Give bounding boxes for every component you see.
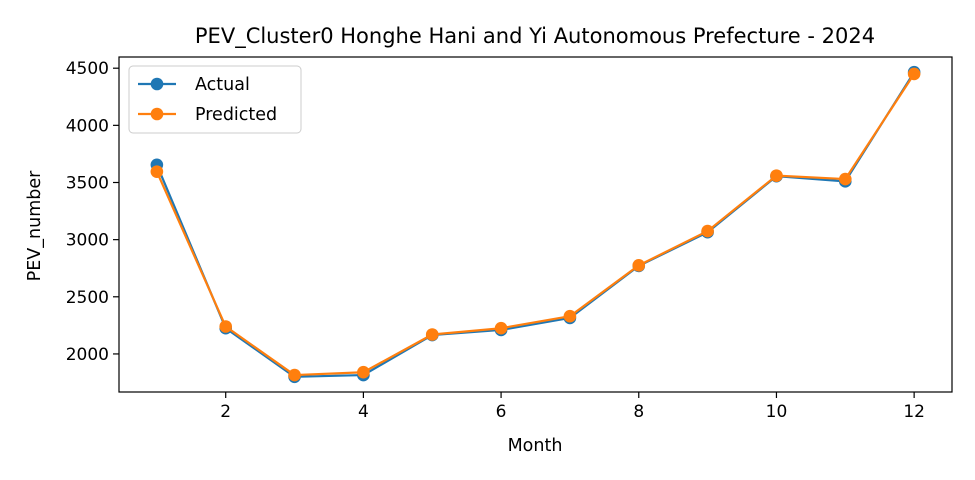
x-tick-label: 10 [766, 402, 788, 422]
predicted-point [288, 368, 301, 382]
legend-label-predicted: Predicted [195, 105, 277, 125]
predicted-point [770, 169, 783, 182]
x-axis: 2 4 6 8 10 12 [220, 392, 925, 422]
predicted-point [494, 321, 508, 335]
y-tick-label: 4500 [66, 59, 109, 79]
predicted-point [357, 365, 370, 379]
x-tick-label: 2 [220, 402, 231, 422]
x-axis-title: Month [508, 436, 563, 456]
legend: Actual Predicted [128, 65, 302, 134]
legend-swatch-marker-predicted [150, 107, 164, 121]
y-tick-label: 2500 [66, 288, 109, 308]
x-tick-label: 6 [496, 402, 507, 422]
predicted-point [150, 165, 164, 178]
x-tick-label: 8 [633, 402, 644, 422]
predicted-point [632, 259, 646, 272]
plot-area [150, 65, 921, 384]
y-axis: 2000 2500 3000 3500 4000 4500 [66, 59, 119, 365]
x-tick-label: 12 [903, 402, 925, 422]
predicted-point [425, 328, 439, 341]
y-tick-label: 3000 [66, 231, 109, 251]
axes-frame [118, 56, 953, 393]
x-tick-label: 4 [358, 402, 369, 422]
legend-swatch-marker-actual [150, 77, 164, 91]
legend-box [128, 65, 302, 134]
predicted-point [219, 320, 233, 333]
legend-label-actual: Actual [195, 75, 250, 95]
predicted-series-line [155, 73, 916, 377]
y-tick-label: 2000 [66, 345, 109, 365]
predicted-point [563, 309, 577, 323]
y-tick-label: 4000 [66, 116, 109, 136]
predicted-point [907, 67, 921, 81]
chart-title: PEV_Cluster0 Honghe Hani and Yi Autonomo… [195, 24, 875, 49]
y-axis-title: PEV_number [25, 170, 45, 281]
predicted-point [838, 172, 852, 186]
y-tick-label: 3500 [66, 173, 109, 193]
predicted-point [701, 224, 714, 238]
